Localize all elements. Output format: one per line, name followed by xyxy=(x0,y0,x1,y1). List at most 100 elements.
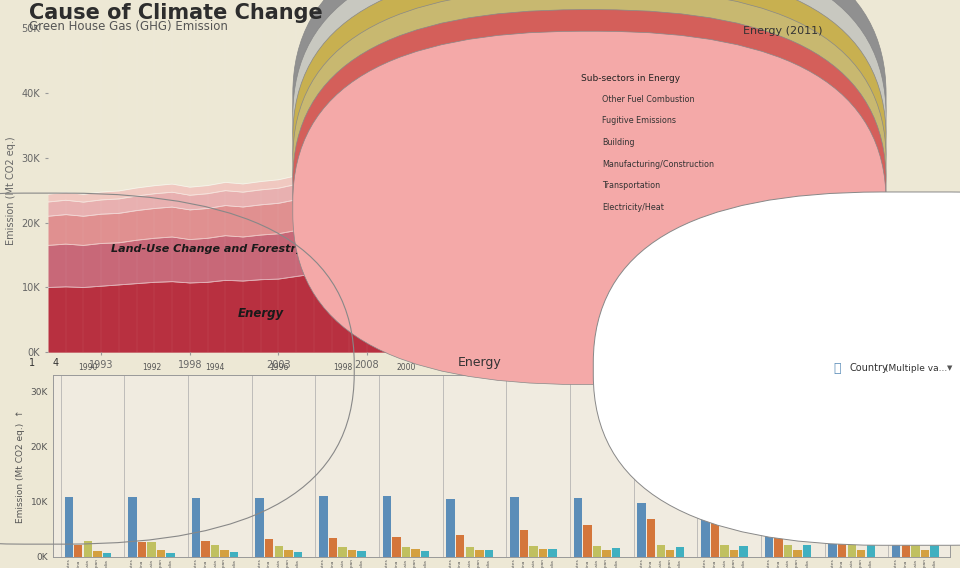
Bar xyxy=(911,545,920,557)
Bar xyxy=(284,550,293,557)
Text: Bunker Fuels: Bunker Fuels xyxy=(465,43,540,53)
Text: Russia: Russia xyxy=(150,559,154,568)
Text: Japan: Japan xyxy=(223,559,227,568)
Bar xyxy=(539,549,547,557)
Text: Electricity/Heat: Electricity/Heat xyxy=(602,203,663,212)
Bar xyxy=(137,542,146,557)
Bar xyxy=(593,546,601,557)
Text: Russia: Russia xyxy=(468,559,471,568)
Bar xyxy=(383,496,392,557)
Bar xyxy=(446,499,455,557)
Text: Russia: Russia xyxy=(659,559,662,568)
Bar xyxy=(720,545,729,557)
Text: 2000: 2000 xyxy=(396,363,416,372)
Text: United States: United States xyxy=(639,559,643,568)
Bar xyxy=(348,550,356,557)
Bar xyxy=(421,550,429,557)
Text: China: China xyxy=(777,559,780,568)
Text: India: India xyxy=(932,559,937,568)
Bar xyxy=(319,496,327,557)
Text: ▼: ▼ xyxy=(947,365,952,371)
Text: 1994: 1994 xyxy=(205,363,225,372)
Text: India: India xyxy=(487,559,491,568)
Bar xyxy=(103,553,111,557)
Text: Japan: Japan xyxy=(732,559,736,568)
Text: 1: 1 xyxy=(29,358,35,369)
Text: Japan: Japan xyxy=(923,559,927,568)
Text: Industrial Processes: Industrial Processes xyxy=(465,62,583,73)
Text: China: China xyxy=(713,559,717,568)
Text: India: India xyxy=(869,559,873,568)
Text: China: China xyxy=(395,559,398,568)
Bar xyxy=(784,545,792,557)
Bar xyxy=(603,550,611,557)
Text: Japan: Japan xyxy=(159,559,163,568)
Bar xyxy=(518,42,561,69)
Bar xyxy=(230,552,238,557)
Text: Energy (2011): Energy (2011) xyxy=(743,26,822,36)
Bar xyxy=(255,498,264,557)
Bar xyxy=(357,551,366,557)
Text: China: China xyxy=(522,559,526,568)
Text: Other Fuel Combustion: Other Fuel Combustion xyxy=(602,95,694,104)
Title: Emission Trend - Energy: Emission Trend - Energy xyxy=(720,241,845,250)
Bar xyxy=(129,497,136,557)
Text: China: China xyxy=(204,559,207,568)
Text: 2016: 2016 xyxy=(906,363,925,372)
Text: Russia: Russia xyxy=(341,559,345,568)
Text: India: India xyxy=(741,559,746,568)
Text: United States: United States xyxy=(576,559,580,568)
Text: ⓘ: ⓘ xyxy=(833,362,841,374)
Text: China: China xyxy=(331,559,335,568)
Bar xyxy=(156,550,165,557)
Bar xyxy=(710,513,719,557)
Text: 1990: 1990 xyxy=(78,363,98,372)
Bar xyxy=(584,525,591,557)
Text: Building: Building xyxy=(602,138,635,147)
Bar xyxy=(666,550,675,557)
Text: United States: United States xyxy=(385,559,389,568)
Text: United States: United States xyxy=(194,559,198,568)
Bar xyxy=(921,550,929,557)
Bar xyxy=(393,537,400,557)
Text: Japan: Japan xyxy=(668,559,672,568)
Bar xyxy=(275,546,283,557)
Bar xyxy=(930,543,939,557)
Text: Russia: Russia xyxy=(595,559,599,568)
Bar xyxy=(518,28,561,42)
Bar xyxy=(402,548,410,557)
Bar xyxy=(867,544,875,557)
Text: Japan: Japan xyxy=(286,559,290,568)
Bar xyxy=(676,547,684,557)
Text: United States: United States xyxy=(131,559,134,568)
Text: United States: United States xyxy=(448,559,453,568)
Text: Country: Country xyxy=(850,363,888,373)
Text: Japan: Japan xyxy=(350,559,354,568)
Bar xyxy=(475,550,484,557)
Text: China: China xyxy=(649,559,653,568)
Text: 1996: 1996 xyxy=(269,363,288,372)
Text: 2010: 2010 xyxy=(715,363,734,372)
Text: India: India xyxy=(105,559,108,568)
Text: Transportation: Transportation xyxy=(602,181,660,190)
Bar xyxy=(637,503,646,557)
Text: 2004: 2004 xyxy=(524,363,543,372)
Text: Russia: Russia xyxy=(723,559,727,568)
Bar xyxy=(338,548,347,557)
Bar xyxy=(739,546,748,557)
Text: Russia: Russia xyxy=(404,559,408,568)
Text: India: India xyxy=(360,559,364,568)
Bar xyxy=(548,549,557,557)
Bar xyxy=(612,548,620,557)
Bar xyxy=(838,507,847,557)
Text: Japan: Japan xyxy=(541,559,545,568)
Bar xyxy=(765,500,773,557)
Bar xyxy=(466,547,474,557)
Text: United States: United States xyxy=(767,559,771,568)
Text: 1998: 1998 xyxy=(333,363,352,372)
Text: China: China xyxy=(76,559,81,568)
Text: China: China xyxy=(458,559,462,568)
Text: 2016: 2016 xyxy=(528,362,552,372)
Bar xyxy=(901,507,910,557)
Bar xyxy=(166,553,175,557)
